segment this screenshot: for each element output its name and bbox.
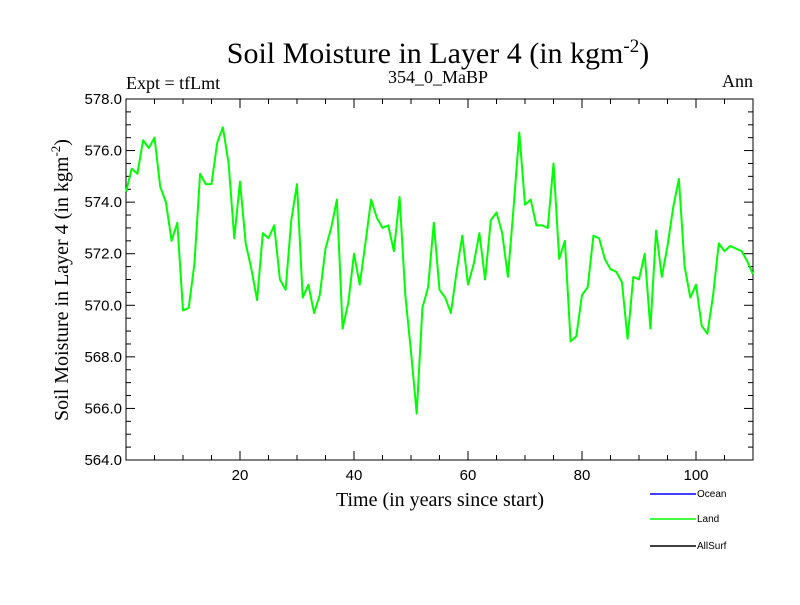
legend-label-allsurf: AllSurf bbox=[697, 541, 727, 552]
series-line-land bbox=[125, 126, 754, 415]
y-axis: 564.0 566.0 568.0 570.0 572.0 574.0 576.0 578.0 bbox=[84, 91, 753, 469]
y-tick-label: 568.0 bbox=[84, 349, 122, 366]
y-axis-title: Soil Moisture in Layer 4 (in kgm-2) bbox=[48, 139, 73, 421]
y-tick-label: 566.0 bbox=[84, 400, 122, 417]
subtitle-center: 354_0_MaBP bbox=[388, 67, 488, 87]
x-tick-label: 100 bbox=[683, 467, 708, 484]
chart-title-superscript: -2 bbox=[623, 36, 639, 57]
y-axis-title-superscript: -2 bbox=[48, 146, 63, 157]
chart-title-text: Soil Moisture in Layer 4 (in kgm bbox=[227, 37, 624, 70]
x-tick-label: 20 bbox=[232, 467, 249, 484]
legend-label-land: Land bbox=[697, 514, 719, 525]
subtitle-right: Ann bbox=[722, 71, 753, 91]
series-layer bbox=[125, 126, 754, 415]
y-tick-label: 574.0 bbox=[84, 194, 122, 211]
y-axis-title-text: Soil Moisture in Layer 4 (in kgm bbox=[51, 156, 73, 421]
x-axis-title: Time (in years since start) bbox=[336, 489, 544, 511]
x-tick-label: 80 bbox=[574, 467, 591, 484]
x-axis: 20 40 60 80 100 bbox=[125, 99, 754, 484]
y-tick-label: 576.0 bbox=[84, 143, 122, 160]
legend-label-ocean: Ocean bbox=[697, 489, 726, 500]
x-tick-label: 40 bbox=[346, 467, 363, 484]
y-tick-label: 570.0 bbox=[84, 297, 122, 314]
y-axis-title-close: ) bbox=[51, 139, 73, 146]
y-tick-label: 572.0 bbox=[84, 246, 122, 263]
legend: Ocean Land AllSurf bbox=[650, 489, 727, 552]
x-tick-label: 60 bbox=[460, 467, 477, 484]
subtitle-left: Expt = tfLmt bbox=[126, 73, 220, 93]
y-tick-label: 578.0 bbox=[84, 91, 122, 108]
y-tick-label: 564.0 bbox=[84, 452, 122, 469]
chart-title-close: ) bbox=[639, 37, 649, 70]
chart-title: Soil Moisture in Layer 4 (in kgm-2) bbox=[227, 36, 649, 70]
